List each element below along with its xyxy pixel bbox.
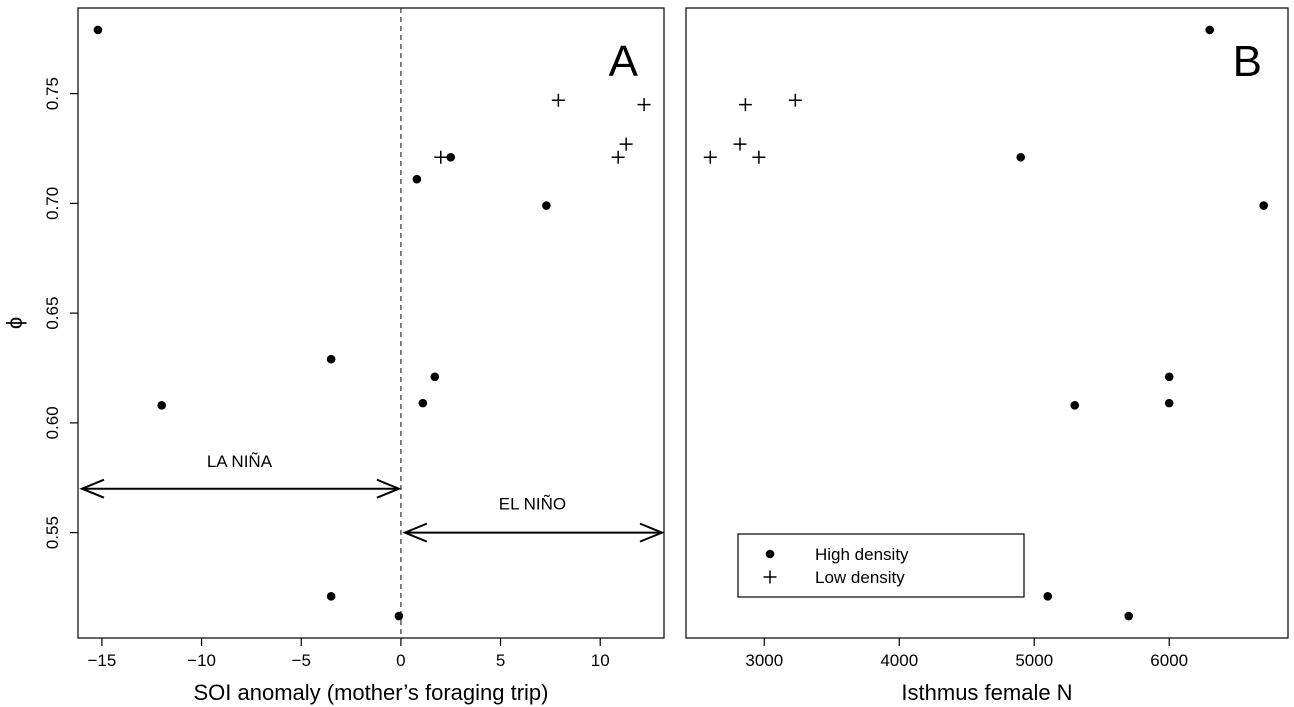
- x-tick-label: 4000: [880, 651, 918, 670]
- x-tick-label: 6000: [1150, 651, 1188, 670]
- legend-marker-dot: [765, 549, 775, 559]
- data-point-dot: [394, 611, 404, 621]
- arrow-head-right: [639, 522, 665, 543]
- arrow-head-left: [402, 522, 428, 543]
- legend-box: [737, 533, 1025, 598]
- data-point-plus: [551, 93, 565, 107]
- data-point-dot: [1016, 152, 1026, 162]
- y-tick-label: 0.60: [43, 406, 62, 439]
- plot-frame: [685, 7, 1289, 639]
- x-axis-label: Isthmus female N: [901, 680, 1072, 705]
- panel-a: −15 −10 −5 0 5 10 SOI anomaly (mother’s foragi…: [2, 7, 665, 705]
- data-point-dot: [1070, 401, 1080, 410]
- data-point-plus: [619, 137, 633, 151]
- data-point-plus: [637, 98, 651, 112]
- x-tick-label: −10: [187, 651, 216, 670]
- x-tick-label: −15: [87, 651, 116, 670]
- data-point-plus: [738, 98, 752, 112]
- data-point-dot: [1043, 591, 1053, 601]
- data-point-plus: [703, 150, 717, 164]
- data-point-dot: [326, 591, 336, 601]
- x-tick-label: −5: [292, 651, 311, 670]
- annotation-label: EL NIÑO: [499, 495, 566, 514]
- data-point-dot: [1124, 611, 1134, 621]
- data-point-plus: [611, 150, 625, 164]
- data-point-dot: [542, 201, 551, 210]
- panel-letter: B: [1233, 37, 1262, 86]
- legend-label: Low density: [815, 568, 905, 587]
- arrow-head-left: [79, 478, 105, 499]
- legend-marker-plus: [763, 570, 777, 584]
- y-tick-label: 0.65: [43, 297, 62, 330]
- x-tick-label: 10: [591, 651, 610, 670]
- x-tick-label: 5: [496, 651, 505, 670]
- annotation-label: LA NIÑA: [207, 452, 273, 471]
- data-point-plus: [788, 93, 802, 107]
- data-point-dot: [418, 398, 428, 408]
- x-tick-label: 5000: [1015, 651, 1053, 670]
- data-point-dot: [1164, 372, 1174, 382]
- x-tick-label: 0: [396, 651, 405, 670]
- data-point-dot: [1164, 398, 1174, 408]
- y-tick-label: 0.55: [43, 516, 62, 549]
- y-tick-label: 0.70: [43, 187, 62, 220]
- y-tick-label: 0.75: [43, 77, 62, 110]
- arrow-head-right: [376, 478, 402, 499]
- data-point-dot: [1259, 201, 1269, 210]
- x-axis-label: SOI anomaly (mother’s foraging trip): [194, 680, 549, 705]
- panel-b: 3000 4000 5000 6000 Isthmus female N B High de…: [685, 7, 1289, 705]
- data-point-dot: [326, 354, 336, 364]
- data-point-dot: [412, 174, 422, 184]
- data-point-dot: [1205, 25, 1215, 35]
- data-point-plus: [752, 150, 766, 164]
- legend-label: High density: [815, 545, 909, 564]
- y-axis-label: ϕ: [2, 317, 27, 329]
- data-point-plus: [434, 150, 448, 164]
- data-point-dot: [430, 372, 440, 382]
- data-point-dot: [93, 25, 103, 35]
- data-point-plus: [733, 137, 747, 151]
- data-point-dot: [157, 401, 167, 410]
- plot-frame: [77, 7, 665, 639]
- x-tick-label: 3000: [745, 651, 783, 670]
- data-point-dot: [446, 152, 456, 162]
- legend: High density Low density: [737, 533, 1025, 598]
- panel-letter: A: [609, 37, 639, 86]
